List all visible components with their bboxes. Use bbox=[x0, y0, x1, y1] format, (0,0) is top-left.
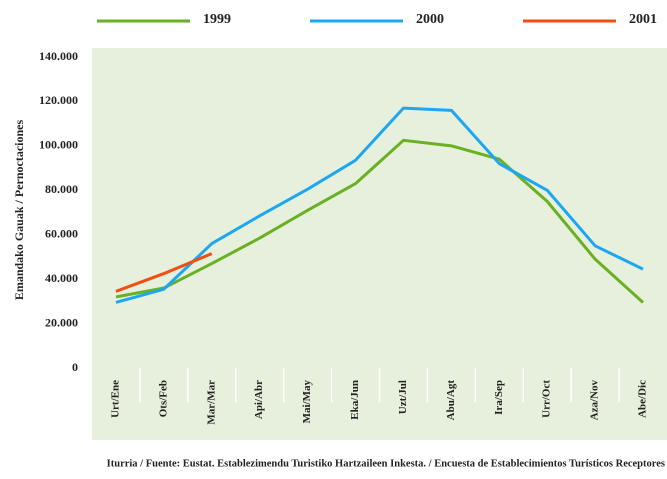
x-tick-label: Api/Abr bbox=[253, 380, 265, 419]
x-tick-label: Urr/Oct bbox=[541, 380, 553, 418]
x-tick-label: Mar/Mar bbox=[205, 380, 217, 425]
x-tick-label: Ots/Feb bbox=[157, 380, 169, 417]
legend-label: 2001 bbox=[629, 12, 657, 27]
y-tick-label: 80.000 bbox=[45, 182, 78, 196]
data-line bbox=[115, 252, 213, 293]
legend-label: 2000 bbox=[416, 12, 444, 27]
x-tick-label: Uzt/Jul bbox=[397, 380, 409, 414]
y-tick-label: 60.000 bbox=[45, 226, 78, 240]
x-tick-label: Eka/Jun bbox=[349, 380, 361, 420]
x-tick-label: Ira/Sep bbox=[493, 380, 505, 415]
y-tick-label: 0 bbox=[72, 360, 78, 374]
data-line bbox=[115, 106, 644, 304]
y-tick-label: 20.000 bbox=[45, 315, 78, 329]
x-tick-label: Aza/Nov bbox=[589, 380, 601, 421]
x-tick-label: Urt/Ene bbox=[109, 380, 121, 418]
y-tick-label: 100.000 bbox=[39, 138, 78, 152]
y-tick-label: 40.000 bbox=[45, 271, 78, 285]
legend-label: 1999 bbox=[203, 12, 231, 27]
source-note: Iturria / Fuente: Eustat. Establezimendu… bbox=[107, 458, 665, 469]
data-line bbox=[115, 138, 645, 304]
x-tick-label: Mai/May bbox=[301, 380, 313, 424]
y-tick-label: 120.000 bbox=[39, 93, 78, 107]
x-tick-label: Abe/Dic bbox=[637, 380, 649, 418]
x-tick-label: Abu/Agt bbox=[445, 380, 457, 421]
y-tick-label: 140.000 bbox=[39, 49, 78, 63]
y-axis-label: Emandako Gauak / Pernoctaciones bbox=[12, 120, 26, 301]
